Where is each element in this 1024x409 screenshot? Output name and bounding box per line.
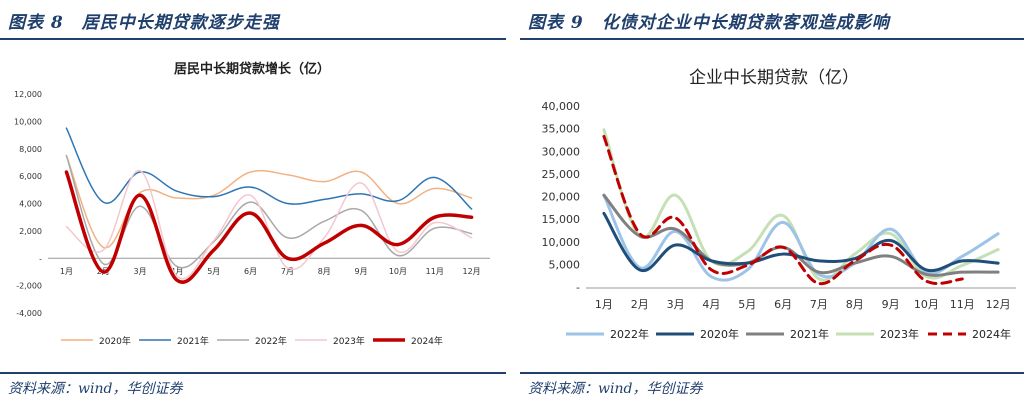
left-x-category-label: 11月 bbox=[426, 267, 444, 276]
left-figure-panel: 图表 8 居民中长期贷款逐步走强 居民中长期贷款增长（亿） 12,000 10,000… bbox=[0, 0, 506, 409]
right-legend-label: 2021年 bbox=[790, 327, 829, 341]
left-figure-title: 图表 8 居民中长期贷款逐步走强 bbox=[8, 8, 280, 33]
left-x-category-label: 4月 bbox=[170, 267, 183, 276]
right-y-tick-label: 35,000 bbox=[542, 123, 581, 136]
left-x-category-label: 12月 bbox=[462, 267, 480, 276]
left-figure-heading: 居民中长期贷款逐步走强 bbox=[81, 13, 280, 33]
right-x-category-label: 1月 bbox=[595, 298, 613, 311]
left-y-tick-label: 2,000 bbox=[19, 227, 42, 236]
right-x-category-label: 6月 bbox=[774, 298, 792, 311]
left-y-tick-label: - bbox=[39, 254, 42, 263]
right-y-tick-label: - bbox=[576, 281, 580, 294]
left-chart-title: 居民中长期贷款增长（亿） bbox=[174, 61, 330, 77]
left-chart: 居民中长期贷款增长（亿） 12,000 10,000 8,000 6,000 4,000 2… bbox=[14, 61, 490, 347]
right-series-line-2024年 bbox=[602, 134, 964, 285]
right-figure-heading: 化债对企业中长期贷款客观造成影响 bbox=[601, 13, 890, 33]
right-bottom-rule bbox=[520, 372, 1024, 374]
right-source-note: 资料来源：wind，华创证券 bbox=[528, 381, 703, 397]
right-figure-title: 图表 9 化债对企业中长期贷款客观造成影响 bbox=[528, 8, 890, 33]
left-x-category-label: 10月 bbox=[389, 267, 407, 276]
right-legend-label: 2022年 bbox=[610, 327, 649, 341]
left-bottom-rule bbox=[0, 372, 506, 374]
left-legend-label: 2022年 bbox=[255, 335, 287, 347]
right-series-line-2021年 bbox=[602, 193, 1000, 277]
right-chart-title: 企业中长期贷款（亿） bbox=[689, 68, 859, 88]
right-series-line-2022年 bbox=[602, 193, 1000, 282]
right-series-line-2023年 bbox=[602, 128, 1000, 282]
right-y-tick-label: 20,000 bbox=[542, 191, 581, 204]
right-y-tick-label: 15,000 bbox=[542, 213, 581, 226]
left-legend-label: 2023年 bbox=[333, 335, 365, 347]
left-x-category-label: 7月 bbox=[281, 267, 294, 276]
right-y-tick-label: 10,000 bbox=[542, 236, 581, 249]
right-x-category-label: 8月 bbox=[846, 298, 864, 311]
right-legend-label: 2023年 bbox=[880, 327, 919, 341]
left-x-category-label: 8月 bbox=[318, 267, 331, 276]
left-y-tick-label: 4,000 bbox=[19, 200, 42, 209]
left-series-line-2021年 bbox=[65, 127, 473, 210]
left-y-tick-label: 6,000 bbox=[19, 172, 42, 181]
right-x-category-label: 7月 bbox=[810, 298, 828, 311]
left-y-tick-label: 12,000 bbox=[14, 90, 42, 99]
right-y-tick-label: 30,000 bbox=[542, 145, 581, 158]
right-chart: 企业中长期贷款（亿） 40,000 35,000 30,000 25,000 20,000… bbox=[542, 68, 1016, 341]
left-y-tick-label: -4,000 bbox=[16, 309, 42, 318]
right-x-category-label: 4月 bbox=[702, 298, 720, 311]
left-legend-label: 2020年 bbox=[99, 335, 131, 347]
left-x-category-label: 6月 bbox=[244, 267, 257, 276]
right-figure-panel: 图表 9 化债对企业中长期贷款客观造成影响 企业中长期贷款（亿） 40,000 35,… bbox=[520, 0, 1024, 409]
left-figure-label: 图表 8 bbox=[8, 13, 64, 33]
left-source-note: 资料来源：wind，华创证券 bbox=[8, 381, 183, 397]
left-y-tick-label: 10,000 bbox=[14, 117, 42, 126]
left-series-line-2024年 bbox=[64, 170, 474, 284]
right-x-category-label: 10月 bbox=[914, 298, 939, 311]
right-x-category-label: 11月 bbox=[950, 298, 975, 311]
right-y-tick-label: 25,000 bbox=[542, 168, 581, 181]
left-legend-label: 2024年 bbox=[411, 335, 443, 347]
left-x-category-label: 5月 bbox=[207, 267, 220, 276]
right-x-category-label: 3月 bbox=[667, 298, 685, 311]
left-legend-label: 2021年 bbox=[177, 335, 209, 347]
right-y-tick-label: 5,000 bbox=[549, 258, 581, 271]
right-y-tick-label: 40,000 bbox=[542, 100, 581, 113]
left-x-category-label: 1月 bbox=[60, 267, 73, 276]
right-x-category-label: 9月 bbox=[882, 298, 900, 311]
right-title-rule bbox=[520, 38, 1024, 40]
right-x-category-label: 12月 bbox=[986, 298, 1011, 311]
left-series-line-2020年 bbox=[65, 154, 473, 249]
left-x-category-label: 9月 bbox=[355, 267, 368, 276]
right-x-category-label: 5月 bbox=[738, 298, 756, 311]
right-series-line-2020年 bbox=[602, 211, 1000, 273]
left-title-rule bbox=[0, 38, 506, 40]
left-x-category-label: 3月 bbox=[134, 267, 147, 276]
right-x-category-label: 2月 bbox=[631, 298, 649, 311]
left-y-tick-label: -2,000 bbox=[16, 282, 42, 291]
right-legend-label: 2024年 bbox=[972, 327, 1011, 341]
left-y-tick-label: 8,000 bbox=[19, 145, 42, 154]
right-figure-label: 图表 9 bbox=[528, 13, 584, 33]
left-series-line-2023年 bbox=[65, 169, 473, 280]
right-legend-label: 2020年 bbox=[700, 327, 739, 341]
